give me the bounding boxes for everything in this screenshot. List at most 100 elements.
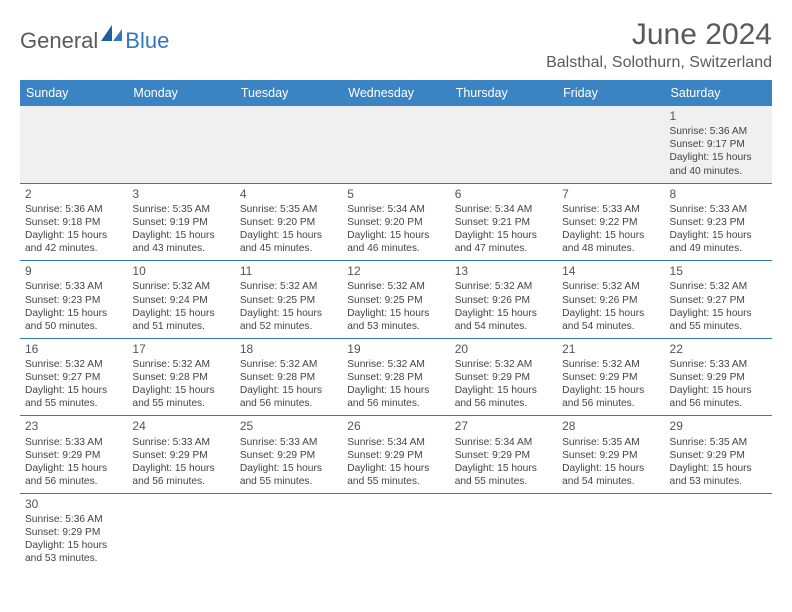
daylight-line: Daylight: 15 hours and 55 minutes. <box>132 384 229 410</box>
sunset-line: Sunset: 9:29 PM <box>670 449 767 462</box>
day-number: 3 <box>132 187 229 202</box>
weekday-header: Tuesday <box>235 80 342 106</box>
sunset-line: Sunset: 9:27 PM <box>25 371 122 384</box>
day-number: 17 <box>132 342 229 357</box>
calendar-table: SundayMondayTuesdayWednesdayThursdayFrid… <box>20 80 772 570</box>
daylight-line: Daylight: 15 hours and 48 minutes. <box>562 229 659 255</box>
sunset-line: Sunset: 9:28 PM <box>132 371 229 384</box>
day-number: 19 <box>347 342 444 357</box>
calendar-week-row: 1Sunrise: 5:36 AMSunset: 9:17 PMDaylight… <box>20 106 772 183</box>
calendar-cell: 17Sunrise: 5:32 AMSunset: 9:28 PMDayligh… <box>127 338 234 416</box>
daylight-line: Daylight: 15 hours and 53 minutes. <box>25 539 122 565</box>
sunset-line: Sunset: 9:23 PM <box>670 216 767 229</box>
calendar-cell <box>665 493 772 570</box>
day-number: 10 <box>132 264 229 279</box>
sunrise-line: Sunrise: 5:32 AM <box>670 280 767 293</box>
calendar-week-row: 9Sunrise: 5:33 AMSunset: 9:23 PMDaylight… <box>20 261 772 339</box>
daylight-line: Daylight: 15 hours and 54 minutes. <box>455 307 552 333</box>
calendar-cell: 26 Sunrise: 5:34 AMSunset: 9:29 PMDayligh… <box>342 416 449 494</box>
calendar-cell: 25Sunrise: 5:33 AMSunset: 9:29 PMDayligh… <box>235 416 342 494</box>
day-number: 18 <box>240 342 337 357</box>
calendar-cell: 12Sunrise: 5:32 AMSunset: 9:25 PMDayligh… <box>342 261 449 339</box>
daylight-line: Daylight: 15 hours and 53 minutes. <box>347 307 444 333</box>
sunrise-line: Sunrise: 5:34 AM <box>455 436 552 449</box>
sunrise-line: Sunrise: 5:34 AM <box>347 203 444 216</box>
sunrise-line: Sunrise: 5:35 AM <box>562 436 659 449</box>
weekday-header: Thursday <box>450 80 557 106</box>
daylight-line: Daylight: 15 hours and 42 minutes. <box>25 229 122 255</box>
calendar-cell: 27Sunrise: 5:34 AMSunset: 9:29 PMDayligh… <box>450 416 557 494</box>
day-number: 30 <box>25 497 122 512</box>
day-number: 2 <box>25 187 122 202</box>
calendar-cell: 30Sunrise: 5:36 AMSunset: 9:29 PMDayligh… <box>20 493 127 570</box>
day-number: 23 <box>25 419 122 434</box>
weekday-header: Friday <box>557 80 664 106</box>
sunrise-line: Sunrise: 5:32 AM <box>347 280 444 293</box>
weekday-header: Saturday <box>665 80 772 106</box>
calendar-cell <box>342 106 449 183</box>
day-number: 9 <box>25 264 122 279</box>
day-number: 27 <box>455 419 552 434</box>
calendar-week-row: 2Sunrise: 5:36 AMSunset: 9:18 PMDaylight… <box>20 183 772 261</box>
page-header: General Blue June 2024 Balsthal, Solothu… <box>20 18 772 72</box>
day-number: 28 <box>562 419 659 434</box>
sunset-line: Sunset: 9:29 PM <box>347 449 444 462</box>
sunrise-line: Sunrise: 5:35 AM <box>240 203 337 216</box>
calendar-cell: 23Sunrise: 5:33 AMSunset: 9:29 PMDayligh… <box>20 416 127 494</box>
daylight-line: Daylight: 15 hours and 49 minutes. <box>670 229 767 255</box>
calendar-cell <box>20 106 127 183</box>
sunset-line: Sunset: 9:20 PM <box>240 216 337 229</box>
day-number: 26 <box>347 419 444 434</box>
daylight-line: Daylight: 15 hours and 56 minutes. <box>562 384 659 410</box>
daylight-line: Daylight: 15 hours and 54 minutes. <box>562 307 659 333</box>
calendar-cell: 29Sunrise: 5:35 AMSunset: 9:29 PMDayligh… <box>665 416 772 494</box>
sunset-line: Sunset: 9:18 PM <box>25 216 122 229</box>
sunset-line: Sunset: 9:29 PM <box>670 371 767 384</box>
sunset-line: Sunset: 9:25 PM <box>347 294 444 307</box>
daylight-line: Daylight: 15 hours and 53 minutes. <box>670 462 767 488</box>
sunrise-line: Sunrise: 5:33 AM <box>670 358 767 371</box>
sunrise-line: Sunrise: 5:33 AM <box>25 280 122 293</box>
calendar-body: 1Sunrise: 5:36 AMSunset: 9:17 PMDaylight… <box>20 106 772 570</box>
day-number: 16 <box>25 342 122 357</box>
brand-logo: General Blue <box>20 24 169 57</box>
brand-sail-icon <box>101 24 123 47</box>
daylight-line: Daylight: 15 hours and 45 minutes. <box>240 229 337 255</box>
daylight-line: Daylight: 15 hours and 54 minutes. <box>562 462 659 488</box>
sunrise-line: Sunrise: 5:36 AM <box>25 513 122 526</box>
sunset-line: Sunset: 9:27 PM <box>670 294 767 307</box>
daylight-line: Daylight: 15 hours and 52 minutes. <box>240 307 337 333</box>
calendar-cell <box>450 493 557 570</box>
sunrise-line: Sunrise: 5:32 AM <box>132 358 229 371</box>
day-number: 6 <box>455 187 552 202</box>
daylight-line: Daylight: 15 hours and 56 minutes. <box>240 384 337 410</box>
calendar-week-row: 16 Sunrise: 5:32 AM Sunset: 9:27 PM Dayligh… <box>20 338 772 416</box>
daylight-line: Daylight: 15 hours and 55 minutes. <box>347 462 444 488</box>
sunset-line: Sunset: 9:21 PM <box>455 216 552 229</box>
calendar-cell: 6Sunrise: 5:34 AMSunset: 9:21 PMDaylight… <box>450 183 557 261</box>
calendar-cell: 7Sunrise: 5:33 AMSunset: 9:22 PMDaylight… <box>557 183 664 261</box>
sunrise-line: Sunrise: 5:32 AM <box>455 358 552 371</box>
daylight-line: Daylight: 15 hours and 47 minutes. <box>455 229 552 255</box>
calendar-cell <box>127 106 234 183</box>
day-number: 14 <box>562 264 659 279</box>
day-number: 5 <box>347 187 444 202</box>
calendar-cell: 24Sunrise: 5:33 AMSunset: 9:29 PMDayligh… <box>127 416 234 494</box>
daylight-line: Daylight: 15 hours and 50 minutes. <box>25 307 122 333</box>
calendar-cell <box>127 493 234 570</box>
sunrise-line: Sunrise: 5:34 AM <box>347 436 444 449</box>
day-number: 4 <box>240 187 337 202</box>
title-block: June 2024 Balsthal, Solothurn, Switzerla… <box>546 18 772 72</box>
sunrise-line: Sunrise: 5:33 AM <box>562 203 659 216</box>
calendar-cell: 18Sunrise: 5:32 AMSunset: 9:28 PMDayligh… <box>235 338 342 416</box>
daylight-line: Daylight: 15 hours and 55 minutes. <box>240 462 337 488</box>
day-number: 22 <box>670 342 767 357</box>
sunrise-line: Sunrise: 5:33 AM <box>25 436 122 449</box>
calendar-cell: 5Sunrise: 5:34 AMSunset: 9:20 PMDaylight… <box>342 183 449 261</box>
sunset-line: Sunset: 9:29 PM <box>562 449 659 462</box>
daylight-line: Daylight: 15 hours and 55 minutes. <box>670 307 767 333</box>
sunrise-line: Sunrise: 5:36 AM <box>670 125 767 138</box>
sunrise-line: Sunrise: 5:34 AM <box>455 203 552 216</box>
sunset-line: Sunset: 9:23 PM <box>25 294 122 307</box>
day-number: 25 <box>240 419 337 434</box>
